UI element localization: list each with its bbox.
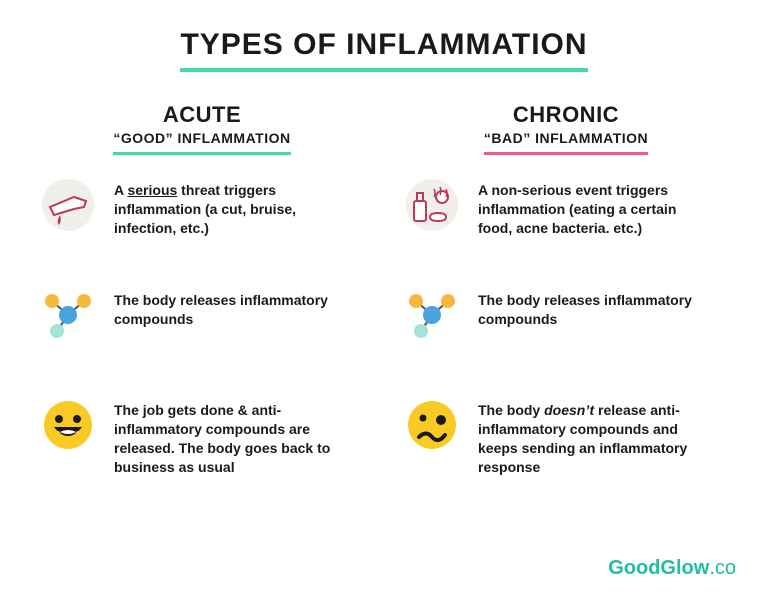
info-row: The body releases inflammatory compounds: [40, 287, 364, 367]
row-text-before: A: [114, 182, 127, 198]
brand-logo: GoodGlow.co: [608, 557, 736, 580]
title-wrap: TYPES OF INFLAMMATION: [40, 28, 728, 72]
woozy-face-icon-cell: [404, 397, 460, 453]
row-text: The body doesn’t release anti-inflammato…: [478, 397, 708, 477]
row-text-before: A non-serious event triggers inflammatio…: [478, 182, 676, 236]
row-text: The job gets done & anti-inflammatory co…: [114, 397, 344, 477]
info-row: The body doesn’t release anti-inflammato…: [404, 397, 728, 477]
page-title: TYPES OF INFLAMMATION: [180, 28, 587, 72]
column-header: CHRONIC“BAD” INFLAMMATION: [404, 102, 728, 155]
row-text-before: The job gets done & anti-inflammatory co…: [114, 402, 330, 475]
row-text-before: The body releases inflammatory compounds: [478, 292, 692, 327]
row-text: A non-serious event triggers inflammatio…: [478, 177, 708, 238]
molecule-icon-cell: [40, 287, 96, 343]
info-row: The body releases inflammatory compounds: [404, 287, 728, 367]
cut-hand-icon-cell: [40, 177, 96, 233]
info-row: A serious threat triggers inflammation (…: [40, 177, 364, 257]
brand-name: GoodGlow: [608, 557, 709, 579]
column-chronic: CHRONIC“BAD” INFLAMMATION A non-serious …: [404, 102, 728, 507]
happy-face-icon: [40, 397, 96, 453]
row-text-emph: serious: [127, 182, 177, 198]
row-text-before: The body releases inflammatory compounds: [114, 292, 328, 327]
molecule-icon: [404, 287, 460, 343]
molecule-icon: [40, 287, 96, 343]
row-text: A serious threat triggers inflammation (…: [114, 177, 344, 238]
row-text-before: The body: [478, 402, 544, 418]
junk-food-icon: [404, 177, 460, 233]
column-title: ACUTE: [40, 102, 364, 128]
column-subtitle: “BAD” INFLAMMATION: [484, 130, 648, 155]
junk-food-icon-cell: [404, 177, 460, 233]
molecule-icon-cell: [404, 287, 460, 343]
info-row: The job gets done & anti-inflammatory co…: [40, 397, 364, 477]
info-row: A non-serious event triggers inflammatio…: [404, 177, 728, 257]
happy-face-icon-cell: [40, 397, 96, 453]
columns: ACUTE“GOOD” INFLAMMATION A serious threa…: [40, 102, 728, 507]
brand-suffix: .co: [709, 557, 736, 579]
row-text: The body releases inflammatory compounds: [478, 287, 708, 329]
column-title: CHRONIC: [404, 102, 728, 128]
woozy-face-icon: [404, 397, 460, 453]
row-text-emph: doesn’t: [544, 402, 594, 418]
cut-hand-icon: [40, 177, 96, 233]
column-header: ACUTE“GOOD” INFLAMMATION: [40, 102, 364, 155]
column-acute: ACUTE“GOOD” INFLAMMATION A serious threa…: [40, 102, 364, 507]
column-subtitle: “GOOD” INFLAMMATION: [113, 130, 290, 155]
row-text: The body releases inflammatory compounds: [114, 287, 344, 329]
